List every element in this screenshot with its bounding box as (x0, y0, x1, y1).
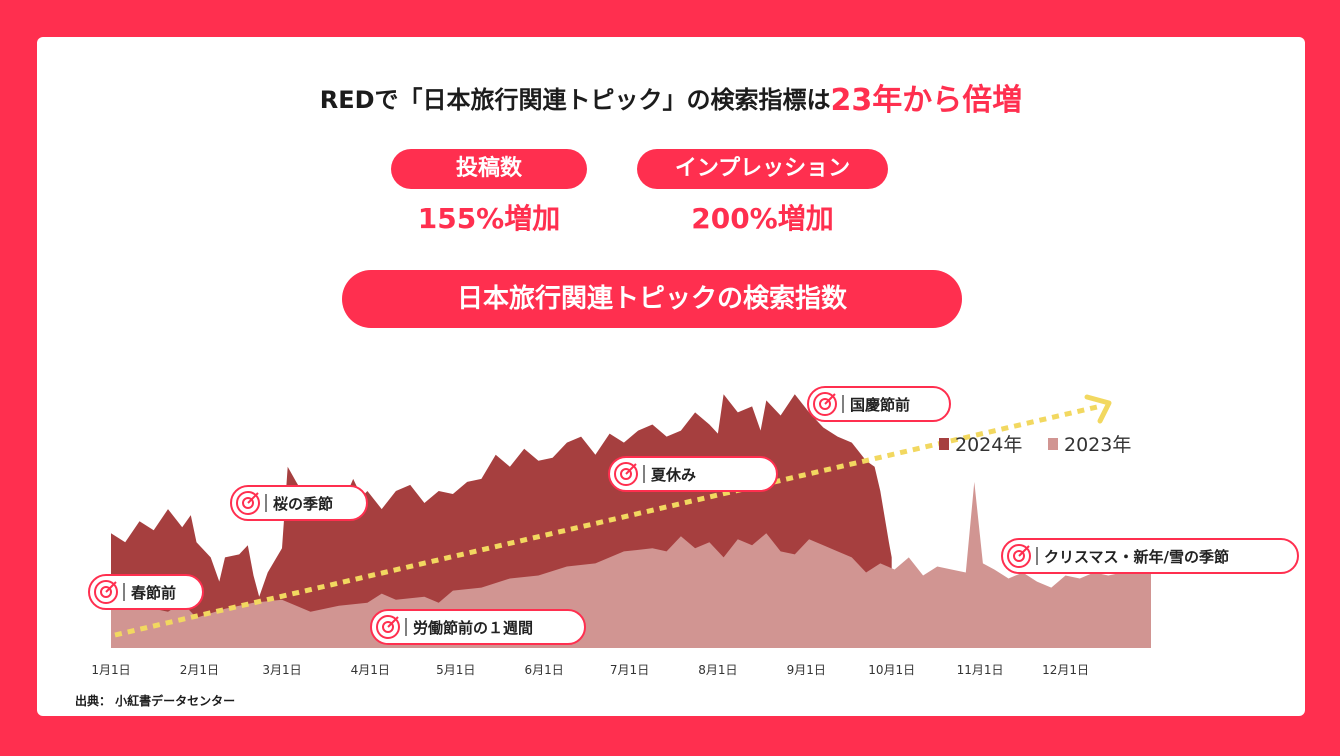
target-icon (1007, 544, 1031, 568)
target-icon-inner (382, 621, 394, 633)
target-icon (94, 580, 118, 604)
x-tick-label: 2月1日 (180, 663, 219, 677)
legend-swatch (1048, 438, 1058, 450)
series-2023-area (111, 481, 1151, 648)
legend-swatch (939, 438, 949, 450)
x-tick-label: 12月1日 (1042, 663, 1089, 677)
annotation-callout (1001, 538, 1299, 574)
x-tick-label: 10月1日 (868, 663, 915, 677)
target-icon-inner (242, 497, 254, 509)
infographic-card: REDで「日本旅行関連トピック」の検索指標は23年から倍増 投稿数 155%増加… (37, 37, 1305, 716)
x-tick-label: 5月1日 (436, 663, 475, 677)
annotation-callout (370, 609, 586, 645)
annotation-label: 桜の季節 (273, 495, 333, 513)
target-icon-inner (1013, 550, 1025, 562)
title-highlight: 23年から倍増 (830, 83, 1023, 118)
target-icon-dart (625, 463, 637, 475)
trend-arrow-head (1084, 394, 1112, 424)
page-title: REDで「日本旅行関連トピック」の検索指標は23年から倍増 (37, 75, 1305, 119)
legend-label: 2024年 (955, 434, 1022, 456)
stat-impressions-value: 200%増加 (691, 202, 834, 235)
annotation-callout (88, 574, 204, 610)
target-icon (376, 615, 400, 639)
annotation-label: クリスマス・新年/雪の季節 (1044, 548, 1229, 566)
stat-posts-value: 155%増加 (417, 202, 561, 235)
target-icon-inner (620, 468, 632, 480)
target-icon-dart (387, 616, 399, 628)
target-icon (236, 491, 260, 515)
target-icon-inner (100, 586, 112, 598)
annotation-label: 春節前 (131, 584, 176, 602)
x-tick-label: 7月1日 (610, 663, 649, 677)
annotation-label: 労働節前の１週間 (413, 619, 533, 637)
x-tick-label: 4月1日 (351, 663, 390, 677)
source-note: 出典： 小紅書データセンター (75, 694, 236, 708)
x-tick-label: 1月1日 (91, 663, 130, 677)
x-tick-label: 6月1日 (524, 663, 563, 677)
stat-impressions-label-pill: インプレッション (637, 149, 888, 189)
x-tick-label: 11月1日 (957, 663, 1004, 677)
chart-title: 日本旅行関連トピックの検索指数 (342, 270, 962, 328)
annotation-label: 国慶節前 (850, 396, 910, 414)
target-icon (813, 392, 837, 416)
title-prefix: REDで「日本旅行関連トピック」の検索指標は (319, 86, 831, 114)
target-icon-dart (1018, 545, 1030, 557)
search-index-chart: 1月1日 2月1日 3月1日 4月1日 5月1日 6月1日 7月1日 8月1日 9月1日 10月1… (88, 386, 1299, 677)
target-icon-dart (824, 393, 836, 405)
target-icon (614, 462, 638, 486)
target-icon-dart (247, 492, 259, 504)
x-tick-label: 3月1日 (262, 663, 301, 677)
legend-label: 2023年 (1064, 434, 1131, 456)
target-icon-inner (819, 398, 831, 410)
x-tick-label: 9月1日 (787, 663, 826, 677)
annotation-label: 夏休み (650, 466, 696, 484)
annotation-callout (608, 456, 778, 492)
stat-posts-label-pill: 投稿数 (391, 149, 587, 189)
x-tick-label: 8月1日 (698, 663, 737, 677)
target-icon-dart (105, 581, 117, 593)
annotation-callout (230, 485, 368, 521)
